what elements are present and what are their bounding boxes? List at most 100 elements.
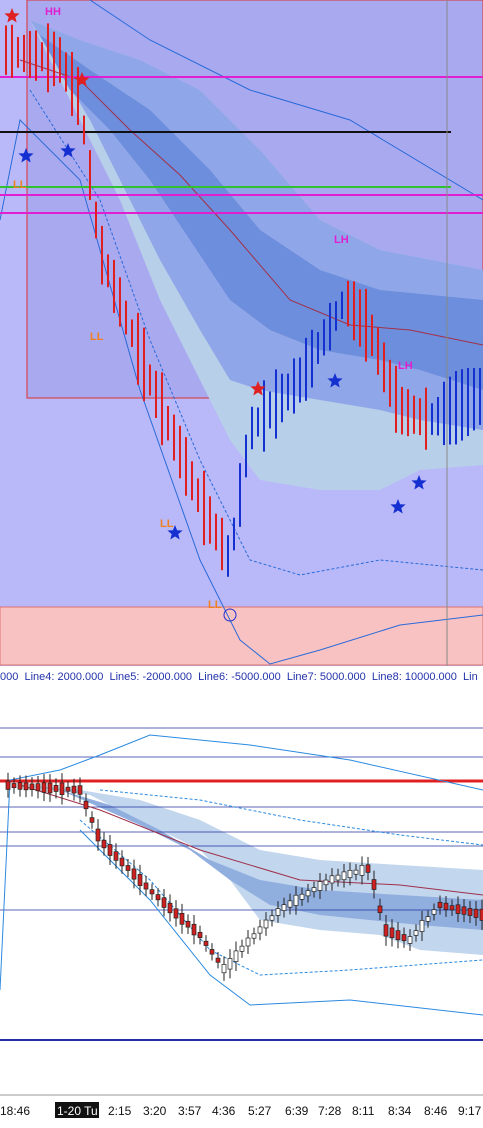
zone-pink	[0, 606, 483, 666]
candle-body	[323, 879, 329, 886]
lower-line	[79, 829, 483, 1016]
lower-dashed	[79, 819, 483, 976]
candle-body	[23, 782, 29, 791]
candle-body	[179, 912, 185, 925]
candle-body	[221, 964, 227, 974]
candle-body	[299, 893, 305, 900]
candle-body	[431, 909, 437, 915]
candle-body	[383, 924, 389, 937]
candle-body	[149, 889, 155, 895]
time-label: 9:17	[458, 1104, 482, 1118]
star-marker	[411, 475, 427, 490]
candle-body	[467, 908, 473, 916]
candle-body	[407, 936, 413, 944]
candle-body	[95, 828, 101, 842]
candle-body	[113, 851, 119, 861]
candle-body	[137, 874, 143, 886]
star-marker	[167, 525, 183, 540]
candle-body	[341, 871, 347, 881]
lower-line	[0, 118, 483, 665]
candle-body	[131, 868, 137, 880]
swing-label: LL	[160, 518, 174, 530]
candle-body	[443, 902, 449, 910]
candle-body	[11, 783, 17, 789]
candle-body	[89, 817, 95, 823]
candle-body	[317, 881, 323, 891]
candle-body	[365, 864, 371, 873]
candle-body	[71, 785, 77, 794]
candle-body	[17, 782, 23, 790]
star-marker	[18, 148, 34, 163]
star-marker	[60, 143, 76, 158]
candle-body	[287, 900, 293, 908]
candle-body	[29, 783, 35, 791]
candle-body	[161, 897, 167, 908]
candle-body	[329, 875, 335, 884]
star-marker	[4, 8, 20, 23]
candle-body	[173, 908, 179, 919]
candle-body	[347, 869, 353, 879]
swing-label: LH	[398, 360, 413, 372]
candle-body	[311, 887, 317, 892]
swing-label: LH	[334, 234, 349, 246]
candle-body	[125, 865, 131, 871]
swing-label: HH	[45, 6, 61, 18]
candle-body	[59, 782, 65, 795]
candle-body	[269, 915, 275, 921]
candle-body	[53, 784, 59, 792]
candle-body	[239, 945, 245, 952]
candle-body	[479, 908, 483, 921]
candle-body	[449, 905, 455, 911]
candle-body	[185, 920, 191, 928]
candle-body	[41, 782, 47, 793]
time-label: 8:34	[388, 1104, 412, 1118]
time-label: 3:57	[178, 1104, 202, 1118]
candle-body	[143, 882, 149, 890]
candle-body	[419, 920, 425, 932]
candle-body	[281, 904, 287, 911]
candle-body	[473, 908, 479, 918]
candle-body	[197, 931, 203, 939]
swing-label: LL	[90, 331, 104, 343]
candle-body	[437, 901, 443, 909]
candle-body	[203, 940, 209, 946]
candle-body	[47, 782, 53, 794]
candle-body	[191, 923, 197, 936]
candle-body	[227, 958, 233, 970]
candle-body	[101, 839, 107, 849]
time-label: 6:39	[285, 1104, 309, 1118]
candle-body	[389, 927, 395, 939]
star-marker	[390, 499, 406, 514]
candle-body	[245, 937, 251, 947]
time-label: 1-20 Tu	[57, 1104, 98, 1118]
band-inner	[60, 790, 483, 930]
band-inner	[40, 35, 483, 390]
candle-body	[119, 857, 125, 867]
marker	[223, 608, 237, 622]
time-label: 3:20	[143, 1104, 167, 1118]
upper-line	[89, 0, 483, 201]
star-marker	[327, 373, 343, 388]
candle-body	[83, 800, 89, 810]
time-label: 4:36	[212, 1104, 236, 1118]
candle-body	[65, 786, 71, 792]
candle-body	[263, 919, 269, 929]
candle-body	[371, 879, 377, 890]
candle-body	[155, 894, 161, 901]
time-label: 8:46	[424, 1104, 448, 1118]
upper-dashed	[99, 789, 483, 846]
candle-body	[455, 904, 461, 914]
candle-body	[359, 865, 365, 876]
mid-line	[19, 59, 483, 346]
candle-body	[77, 785, 83, 795]
time-label: 5:27	[248, 1104, 272, 1118]
time-label: 7:28	[318, 1104, 342, 1118]
time-label: 2:15	[108, 1104, 132, 1118]
candle-body	[209, 949, 215, 955]
candle-body	[275, 908, 281, 916]
candle-body	[425, 916, 431, 922]
candle-body	[257, 926, 263, 934]
candle-body	[251, 933, 257, 939]
